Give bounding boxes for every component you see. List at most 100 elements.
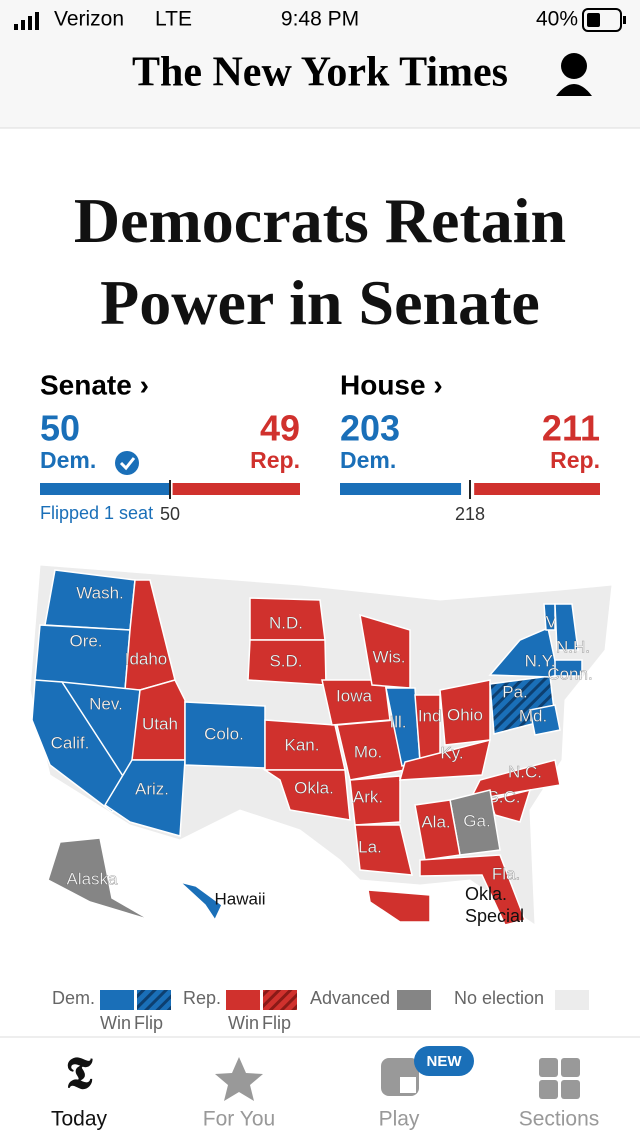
tab[interactable]: Play NEW	[379, 1046, 474, 1131]
state[interactable]	[414, 694, 441, 761]
tab[interactable]: For You	[203, 1057, 275, 1131]
state-label: Pa.	[502, 682, 528, 701]
clock: 9:48 PM	[281, 8, 359, 31]
race-title[interactable]: Senate ›	[40, 369, 149, 400]
network: LTE	[155, 8, 192, 31]
state-label: Colo.	[204, 724, 244, 743]
state-label: Okla.	[294, 778, 334, 797]
state-label: Ark.	[353, 787, 383, 806]
state[interactable]	[47, 837, 151, 921]
state-label: Wis.	[372, 647, 405, 666]
flip-note[interactable]: Flipped 1 seat	[40, 503, 153, 523]
legend-flip: Flip	[134, 1013, 163, 1033]
state[interactable]	[529, 704, 561, 736]
state-label: Md.	[519, 706, 547, 725]
tab-icon	[539, 1058, 558, 1077]
state[interactable]	[468, 759, 561, 801]
majority-label: 218	[455, 504, 485, 524]
battery-icon	[582, 8, 626, 32]
legend-none: No election	[454, 988, 544, 1008]
rep-label: Rep.	[250, 447, 300, 473]
dem-seats: 203	[340, 408, 400, 449]
rep-bar	[474, 483, 600, 495]
tab[interactable]: Sections	[519, 1058, 600, 1131]
state-label: Alaska	[66, 869, 118, 888]
tab-icon	[400, 1077, 416, 1093]
state-label: Ariz.	[135, 779, 169, 798]
battery-level: 40%	[536, 8, 578, 31]
legend-swatch	[555, 990, 589, 1010]
state-label: Nev.	[89, 694, 123, 713]
badge	[414, 1046, 474, 1076]
legend-dem: Dem.	[52, 988, 95, 1008]
state-label: N.Y.	[525, 651, 556, 670]
state-label: Ga.	[463, 811, 490, 830]
tab-icon	[561, 1058, 580, 1077]
state[interactable]	[354, 824, 413, 876]
state[interactable]	[367, 889, 431, 923]
state-label: Okla. Special	[465, 884, 524, 926]
legend-rep: Rep.	[183, 988, 221, 1008]
state[interactable]	[31, 679, 133, 814]
tab-icon	[215, 1057, 263, 1101]
state[interactable]	[419, 854, 527, 926]
state[interactable]	[543, 603, 556, 631]
tab-icon	[539, 1080, 558, 1099]
legend-advanced: Advanced	[310, 988, 390, 1008]
state-label: Ala.	[421, 812, 450, 831]
tab-label: Today	[51, 1108, 108, 1131]
legend-swatch	[100, 990, 134, 1010]
majority-label: 50	[160, 504, 180, 524]
state[interactable]	[414, 799, 461, 861]
state[interactable]	[103, 759, 186, 837]
rep-label: Rep.	[550, 447, 600, 473]
state-label: Conn.	[547, 664, 592, 683]
rep-bar	[172, 483, 300, 495]
state-label: Iowa	[336, 686, 372, 705]
dem-seats: 50	[40, 408, 80, 449]
tab-icon	[561, 1080, 580, 1099]
top-bar	[0, 0, 640, 128]
state-label: Ore.	[69, 631, 102, 650]
state-label: Fla.	[492, 864, 520, 883]
state[interactable]	[554, 603, 579, 651]
state-label: Ill.	[390, 712, 407, 731]
legend-win: Win	[100, 1013, 131, 1033]
legend-swatch	[137, 990, 171, 1010]
masthead[interactable]: The New York Times	[132, 50, 508, 96]
state-label: Utah	[142, 714, 178, 733]
state-label: Kan.	[285, 735, 320, 754]
state-label: Ky.	[440, 743, 463, 762]
race-title[interactable]: House ›	[340, 369, 443, 400]
state[interactable]	[398, 738, 492, 781]
account-icon[interactable]	[556, 53, 592, 96]
dem-bar	[40, 483, 170, 495]
state-label: N.C.	[508, 762, 542, 781]
state[interactable]	[262, 769, 351, 821]
state-label: N.H.	[556, 637, 590, 656]
legend-flip: Flip	[262, 1013, 291, 1033]
state[interactable]	[554, 659, 583, 677]
legend-swatch	[263, 990, 297, 1010]
state-label: S.D.	[269, 651, 302, 670]
rep-seats: 211	[542, 408, 600, 449]
state-label: Ohio	[447, 705, 483, 724]
check-circle	[115, 451, 139, 475]
state-label: Hawaii	[214, 889, 265, 908]
tab-label: Sections	[519, 1108, 600, 1131]
legend-win: Win	[228, 1013, 259, 1033]
check-mark	[119, 457, 136, 471]
state[interactable]	[488, 626, 559, 678]
state-label: N.D.	[269, 613, 303, 632]
tab-label: For You	[203, 1108, 275, 1131]
badge-label: NEW	[427, 1053, 463, 1070]
legend-swatch	[226, 990, 260, 1010]
tab[interactable]: Today 𝕿	[51, 1049, 108, 1130]
state[interactable]	[349, 775, 401, 826]
state-label: S.C.	[487, 787, 520, 806]
state[interactable]	[179, 881, 223, 922]
state-label: La.	[358, 837, 382, 856]
dem-label: Dem.	[340, 447, 396, 473]
